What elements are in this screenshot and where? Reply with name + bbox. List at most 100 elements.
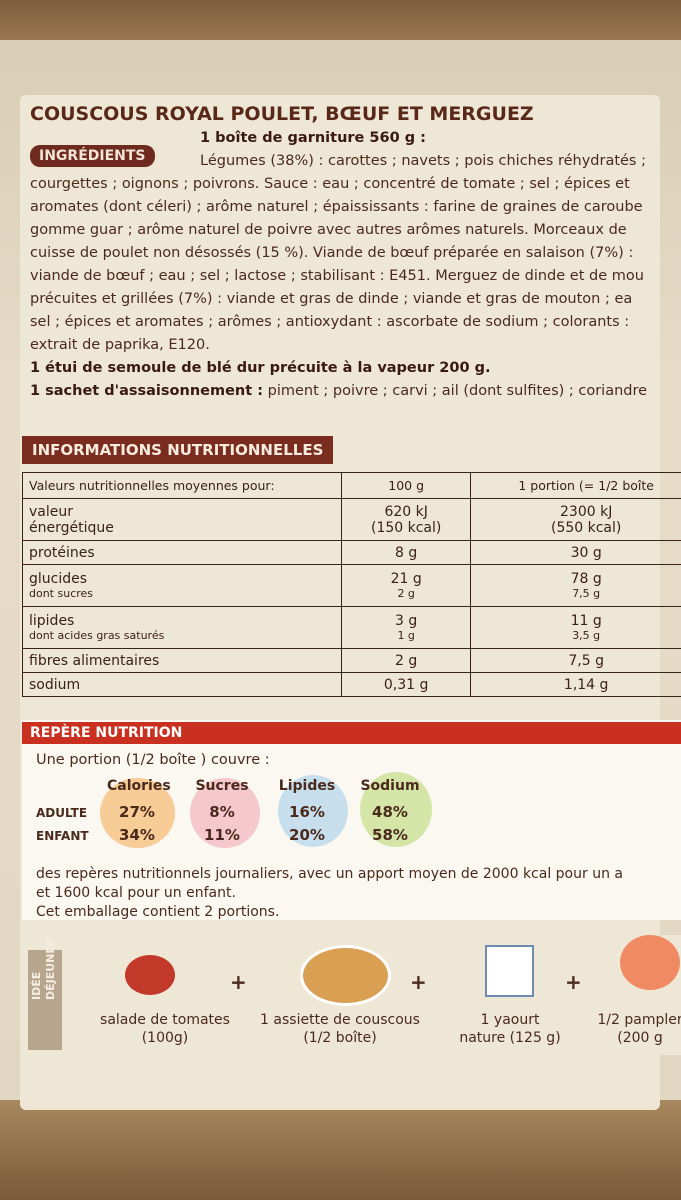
ingredient-text: viande de bœuf ; eau ; sel ; lactose ; s… [30, 268, 644, 284]
per100-cell: 0,31 g [340, 672, 472, 697]
repere-value: 34% [119, 826, 155, 844]
repere-value: 11% [204, 826, 240, 844]
sucres-blob [190, 778, 260, 848]
repere-row-label: ADULTE [36, 806, 88, 820]
idee-label: IDÉE [30, 971, 43, 1000]
pamplemousse-icon [620, 935, 680, 990]
ingredient-line: courgettes ; oignons ; poivrons. Sauce :… [30, 176, 630, 192]
ingredient-text: extrait de paprika, E120. [30, 337, 210, 353]
portion-text: 1,14 g [563, 676, 609, 693]
repere-note: et 1600 kcal pour un enfant. [36, 885, 236, 901]
portion-cell: 78 g 7,5 g [470, 564, 681, 607]
repere-value: 27% [119, 803, 155, 821]
per100-text: 8 g [395, 544, 418, 561]
nutrition-table: Valeurs nutritionnelles moyennes pour: 10… [22, 472, 681, 697]
repere-value: 20% [289, 826, 325, 844]
ingredient-line: gomme guar ; arôme naturel de poivre ave… [30, 222, 627, 238]
ingredient-line: 1 étui de semoule de blé dur précuite à … [30, 360, 491, 376]
ingredient-line: sel ; épices et aromates ; arômes ; anti… [30, 314, 629, 330]
ingredient-line: Légumes (38%) : carottes ; navets ; pois… [200, 153, 646, 169]
repere-value: 16% [289, 803, 325, 821]
ingredient-text: cuisse de poulet non désossés (15 %). Vi… [30, 245, 634, 261]
repere-column: Sucres [195, 778, 249, 794]
ingredient-line: aromates (dont céleri) ; arôme naturel ;… [30, 199, 643, 215]
sodium-blob [360, 772, 432, 847]
ingredient-text: précuites et grillées (7%) : viande et g… [30, 291, 633, 307]
label-cell: lipides dont acides gras saturés [22, 606, 342, 649]
ingredient-line: 1 sachet d'assaisonnement : piment ; poi… [30, 383, 647, 399]
repere-intro: Une portion (1/2 boîte ) couvre : [36, 752, 270, 768]
portion-text: 30 g [570, 544, 602, 561]
ingredient-line: viande de bœuf ; eau ; sel ; lactose ; s… [30, 268, 644, 284]
idee-item: (200 g [617, 1030, 663, 1046]
idee-item: (1/2 boîte) [303, 1030, 377, 1046]
label-text: valeur [29, 503, 73, 520]
ingredient-line: extrait de paprika, E120. [30, 337, 210, 353]
nutrition-row: valeur énergétique 620 kJ (150 kcal) 2300 kJ… [22, 498, 681, 541]
portion-text: 7,5 g [568, 652, 604, 669]
calories-blob [100, 778, 175, 848]
plus: + [565, 970, 582, 994]
nutrition-row: protéines 8 g 30 g [22, 540, 681, 565]
per100-cell: 8 g [340, 540, 472, 565]
header-cell: 100 g [340, 472, 472, 499]
yaourt-icon [485, 945, 534, 997]
portion-cell: 2300 kJ (550 kcal) [470, 498, 681, 541]
couscous-icon [300, 945, 391, 1006]
repere-value: 58% [372, 826, 408, 844]
portion-cell: 7,5 g [470, 648, 681, 673]
label-cell: protéines [22, 540, 342, 565]
ingredient-line: 1 boîte de garniture 560 g : [200, 130, 426, 146]
label-cell: glucides dont sucres [22, 564, 342, 607]
ingredient-lead: 1 sachet d'assaisonnement : [30, 383, 264, 399]
repere-note: des repères nutritionnels journaliers, a… [36, 866, 623, 882]
repere-value: 8% [209, 803, 235, 821]
ingredient-text: Légumes (38%) : carottes ; navets ; pois… [200, 153, 646, 169]
label-text: énergétique [29, 519, 114, 536]
ingredient-line: précuites et grillées (7%) : viande et g… [30, 291, 632, 307]
label-text: glucides [29, 571, 88, 587]
per100-text: (150 kcal) [370, 519, 442, 536]
table-header: Valeurs nutritionnelles moyennes pour: 10… [22, 472, 681, 499]
ingredients-badge: INGRÉDIENTS [30, 145, 155, 167]
per100-text: 620 kJ [384, 503, 428, 520]
repere-column: Calories [107, 778, 171, 794]
label-text: dont acides gras saturés [29, 629, 165, 642]
per100-cell: 620 kJ (150 kcal) [340, 498, 472, 541]
per100-text: 2 g [395, 652, 418, 669]
portion-text: (550 kcal) [550, 519, 622, 536]
ingredient-line: cuisse de poulet non désossés (15 %). Vi… [30, 245, 633, 261]
label-text: fibres alimentaires [29, 652, 160, 669]
plus: + [410, 970, 427, 994]
label-text: protéines [29, 544, 95, 561]
idee-item: 1/2 pampler [597, 1012, 681, 1028]
ingredient-text: piment ; poivre ; carvi ; ail (dont sulf… [267, 383, 648, 399]
portion-text: 3,5 g [572, 629, 601, 642]
repere-value: 48% [372, 803, 408, 821]
repere-row-label: ENFANT [36, 829, 89, 843]
per100-text: 21 g [390, 571, 422, 587]
idee-item: 1 assiette de couscous [260, 1012, 420, 1028]
title: COUSCOUS ROYAL POULET, BŒUF ET MERGUEZ [30, 103, 534, 125]
label-text: lipides [29, 613, 75, 629]
ingredient-text: courgettes ; oignons ; poivrons. Sauce :… [30, 176, 630, 192]
nutrition-heading: INFORMATIONS NUTRITIONNELLES [22, 436, 334, 464]
ingredient-text: gomme guar ; arôme naturel de poivre ave… [30, 222, 627, 238]
label-cell: valeur énergétique [22, 498, 342, 541]
portion-cell: 30 g [470, 540, 681, 565]
idee-item: nature (125 g) [459, 1030, 561, 1046]
per100-text: 2 g [397, 587, 415, 600]
idee-item: (100g) [141, 1030, 189, 1046]
ingredient-text: sel ; épices et aromates ; arômes ; anti… [30, 314, 630, 330]
portion-text: 2300 kJ [560, 503, 613, 520]
per100-text: 0,31 g [383, 676, 429, 693]
header-cell: 1 portion (= 1/2 boîte [470, 472, 681, 499]
label-cell: fibres alimentaires [22, 648, 342, 673]
portion-text: 7,5 g [572, 587, 601, 600]
portion-text: 78 g [570, 571, 602, 587]
per100-text: 1 g [397, 629, 415, 642]
